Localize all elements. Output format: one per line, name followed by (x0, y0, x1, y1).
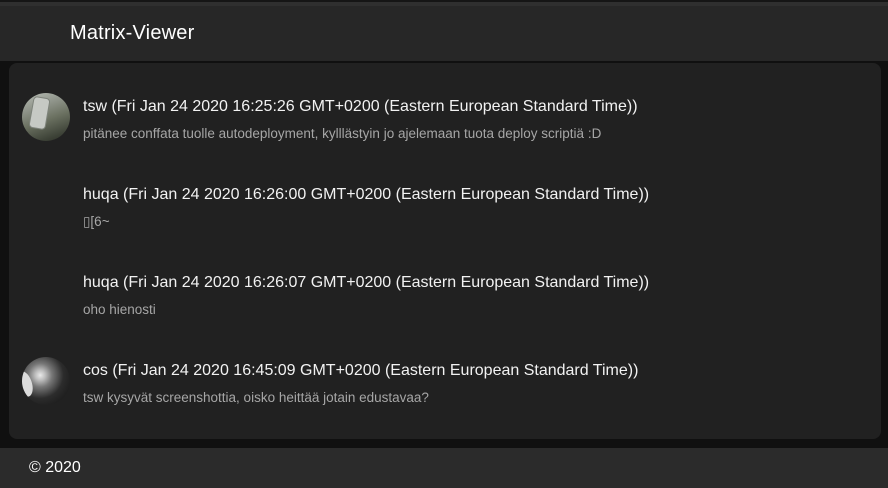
app-title: Matrix-Viewer (70, 22, 195, 44)
message-list[interactable]: tsw (Fri Jan 24 2020 16:25:26 GMT+0200 (… (9, 63, 881, 439)
top-strip (0, 0, 888, 6)
message-body: oho hienosti (83, 302, 156, 317)
message-content: cos (Fri Jan 24 2020 16:45:09 GMT+0200 (… (83, 361, 881, 407)
app-header: Matrix-Viewer (0, 6, 888, 61)
message-header: huqa (Fri Jan 24 2020 16:26:07 GMT+0200 … (83, 274, 650, 291)
message-row: cos (Fri Jan 24 2020 16:45:09 GMT+0200 (… (9, 357, 881, 407)
main-area: tsw (Fri Jan 24 2020 16:25:26 GMT+0200 (… (0, 61, 888, 448)
copyright-text: © 2020 (29, 459, 81, 476)
avatar-tsw (22, 93, 70, 141)
message-content: tsw (Fri Jan 24 2020 16:25:26 GMT+0200 (… (83, 97, 881, 143)
message-header: huqa (Fri Jan 24 2020 16:26:00 GMT+0200 … (83, 186, 650, 203)
message-row: tsw (Fri Jan 24 2020 16:25:26 GMT+0200 (… (9, 93, 881, 143)
avatar-slot (22, 93, 83, 141)
message-row: huqa (Fri Jan 24 2020 16:26:07 GMT+0200 … (9, 273, 881, 319)
message-row: huqa (Fri Jan 24 2020 16:26:00 GMT+0200 … (9, 185, 881, 231)
message-content: huqa (Fri Jan 24 2020 16:26:07 GMT+0200 … (83, 273, 881, 319)
avatar-cos (22, 357, 70, 405)
message-body: tsw kysyvät screenshottia, oisko heittää… (83, 390, 429, 405)
avatar-slot (22, 357, 83, 405)
app-footer: © 2020 (0, 448, 888, 488)
message-body: ▯[6~ (83, 214, 110, 229)
message-header: tsw (Fri Jan 24 2020 16:25:26 GMT+0200 (… (83, 98, 638, 115)
message-header: cos (Fri Jan 24 2020 16:45:09 GMT+0200 (… (83, 362, 639, 379)
message-content: huqa (Fri Jan 24 2020 16:26:00 GMT+0200 … (83, 185, 881, 231)
message-body: pitänee conffata tuolle autodeployment, … (83, 126, 602, 141)
